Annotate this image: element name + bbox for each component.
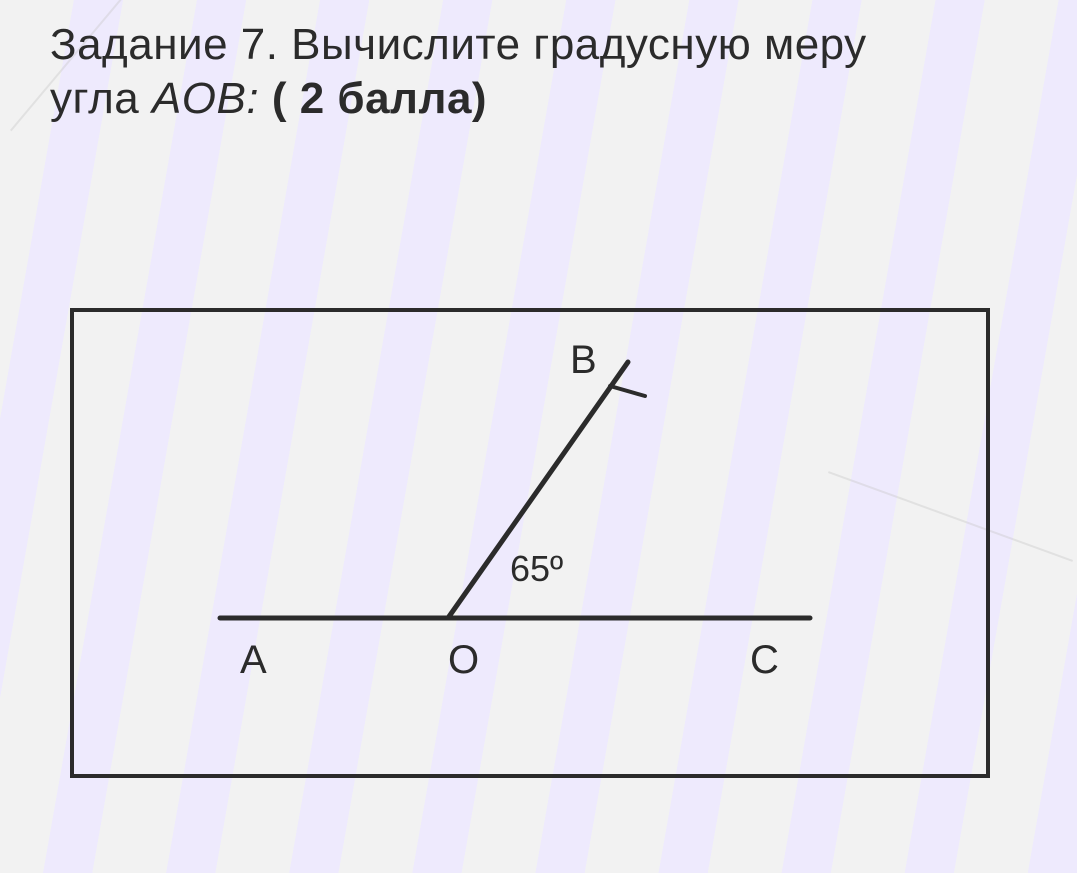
angle-value-label: 65º: [510, 548, 563, 590]
angle-name-aob: AOB:: [152, 74, 259, 123]
task-text: Задание 7. Вычислите градусную меру угла…: [50, 20, 1030, 124]
point-label-A: A: [240, 638, 267, 683]
diagram: A O C B 65º: [70, 308, 990, 778]
task-points: ( 2 балла): [259, 74, 487, 123]
point-label-C: C: [750, 638, 779, 683]
task-line-2-prefix: угла: [50, 74, 152, 123]
point-label-B: B: [570, 338, 597, 383]
page: Задание 7. Вычислите градусную меру угла…: [0, 0, 1077, 873]
diagram-svg: [70, 308, 990, 778]
point-label-O: O: [448, 638, 479, 683]
task-line-1: Задание 7. Вычислите градусную меру: [50, 20, 1030, 70]
task-line-2: угла AOB: ( 2 балла): [50, 74, 1030, 124]
tick-near-B: [610, 386, 645, 396]
diagram-frame-rect: [72, 310, 988, 776]
